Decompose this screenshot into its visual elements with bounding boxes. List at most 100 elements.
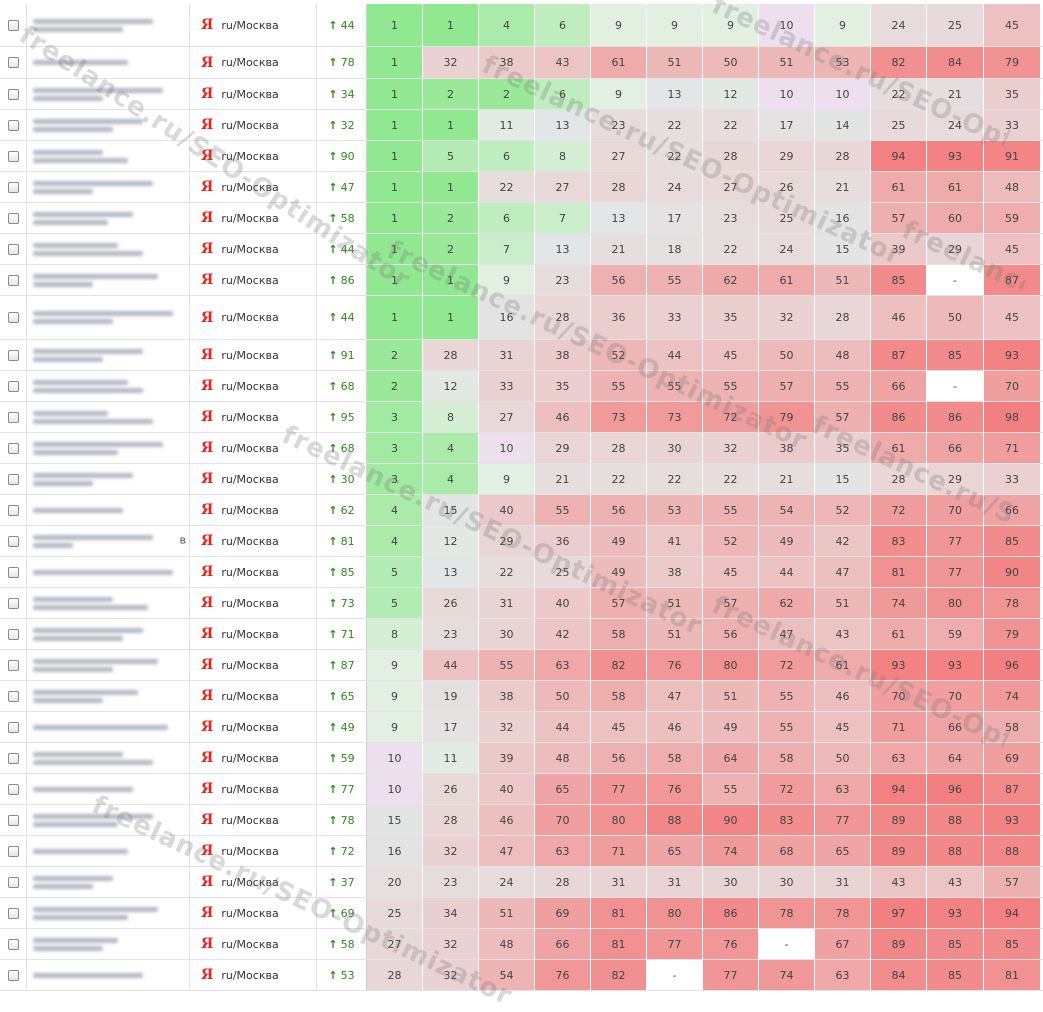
yandex-logo-icon: Я xyxy=(201,936,214,952)
blurred-query-text xyxy=(33,906,158,920)
position-cell: 22 xyxy=(479,557,535,587)
row-checkbox[interactable] xyxy=(7,845,19,857)
position-cell: 11 xyxy=(423,743,479,773)
arrow-up-icon: ↑ xyxy=(328,149,338,163)
position-cell: 32 xyxy=(423,960,479,990)
position-cell: 35 xyxy=(703,296,759,339)
blurred-query-text xyxy=(33,972,143,978)
position-cell: 2 xyxy=(423,234,479,264)
position-cell: 13 xyxy=(535,234,591,264)
row-checkbox[interactable] xyxy=(7,752,19,764)
row-checkbox[interactable] xyxy=(7,504,19,516)
position-cell: 28 xyxy=(535,296,591,339)
position-cell: 94 xyxy=(871,774,927,804)
position-cell: 55 xyxy=(759,681,815,711)
row-checkbox[interactable] xyxy=(7,690,19,702)
position-cell: 61 xyxy=(759,265,815,295)
position-cell: 51 xyxy=(647,47,703,78)
position-cell: 28 xyxy=(367,960,423,990)
blurred-query-text xyxy=(33,211,133,225)
row-checkbox[interactable] xyxy=(7,88,19,100)
row-checkbox[interactable] xyxy=(7,938,19,950)
position-cell: 79 xyxy=(984,619,1041,649)
row-checkbox[interactable] xyxy=(7,243,19,255)
position-cell: 6 xyxy=(535,79,591,109)
position-cell: 86 xyxy=(703,898,759,928)
row-checkbox[interactable] xyxy=(7,57,19,68)
position-cell: 9 xyxy=(367,650,423,680)
position-cell: 63 xyxy=(535,836,591,866)
row-checkbox[interactable] xyxy=(7,181,19,193)
position-cell: 1 xyxy=(423,4,479,46)
position-change-cell: ↑ 71 xyxy=(317,619,367,649)
blurred-query-text xyxy=(33,273,158,287)
row-checkbox[interactable] xyxy=(7,628,19,640)
region-label: ru/Москва xyxy=(221,627,279,641)
position-change-cell: ↑ 65 xyxy=(317,681,367,711)
query-cell xyxy=(27,619,190,649)
position-cell: 40 xyxy=(535,588,591,618)
position-cell: 52 xyxy=(591,340,647,370)
row-checkbox[interactable] xyxy=(7,274,19,286)
position-cell: 57 xyxy=(703,588,759,618)
row-checkbox[interactable] xyxy=(7,876,19,888)
blurred-line xyxy=(33,472,133,478)
position-cell: 46 xyxy=(815,681,871,711)
position-cell: 53 xyxy=(647,495,703,525)
row-checkbox[interactable] xyxy=(7,907,19,919)
row-checkbox[interactable] xyxy=(7,212,19,224)
yandex-logo-icon: Я xyxy=(201,241,214,257)
position-cell: 17 xyxy=(423,712,479,742)
position-cell: 65 xyxy=(535,774,591,804)
position-cell: 1 xyxy=(367,4,423,46)
position-cell: 10 xyxy=(367,774,423,804)
row-checkbox[interactable] xyxy=(7,150,19,162)
row-checkbox[interactable] xyxy=(7,783,19,795)
blurred-query-text xyxy=(33,534,153,548)
region-label: ru/Москва xyxy=(221,720,279,734)
position-cell: 28 xyxy=(871,464,927,494)
row-checkbox[interactable] xyxy=(7,721,19,733)
row-checkbox[interactable] xyxy=(7,411,19,423)
position-cell: 80 xyxy=(647,898,703,928)
position-cell: 43 xyxy=(871,867,927,897)
blurred-line xyxy=(33,848,128,854)
position-cell: 81 xyxy=(591,898,647,928)
row-checkbox[interactable] xyxy=(7,473,19,485)
row-checkbox[interactable] xyxy=(7,535,19,547)
blurred-line xyxy=(33,273,158,279)
position-cell: 54 xyxy=(759,495,815,525)
row-checkbox[interactable] xyxy=(7,19,19,31)
row-checkbox[interactable] xyxy=(7,814,19,826)
row-checkbox[interactable] xyxy=(7,566,19,578)
row-checkbox[interactable] xyxy=(7,969,19,981)
position-cell: 7 xyxy=(535,203,591,233)
row-checkbox[interactable] xyxy=(7,597,19,609)
position-change-cell: ↑ 87 xyxy=(317,650,367,680)
blurred-line xyxy=(33,883,93,889)
position-cell: 76 xyxy=(535,960,591,990)
row-select-cell xyxy=(0,526,27,556)
row-checkbox[interactable] xyxy=(7,659,19,671)
row-select-cell xyxy=(0,712,27,742)
row-checkbox[interactable] xyxy=(7,442,19,454)
position-cell: 17 xyxy=(647,203,703,233)
row-checkbox[interactable] xyxy=(7,349,19,361)
position-cell: 70 xyxy=(984,371,1041,401)
yandex-logo-icon: Я xyxy=(201,117,214,133)
row-checkbox[interactable] xyxy=(7,312,19,323)
position-cell: 22 xyxy=(871,79,927,109)
row-checkbox[interactable] xyxy=(7,119,19,131)
position-cell: 59 xyxy=(927,619,984,649)
position-cell: 4 xyxy=(367,495,423,525)
row-checkbox[interactable] xyxy=(7,380,19,392)
blurred-line xyxy=(33,126,113,132)
position-change-value: 58 xyxy=(340,937,355,951)
position-cell: 41 xyxy=(647,526,703,556)
yandex-logo-icon: Я xyxy=(201,533,214,549)
query-trailing-text: в xyxy=(179,533,186,547)
